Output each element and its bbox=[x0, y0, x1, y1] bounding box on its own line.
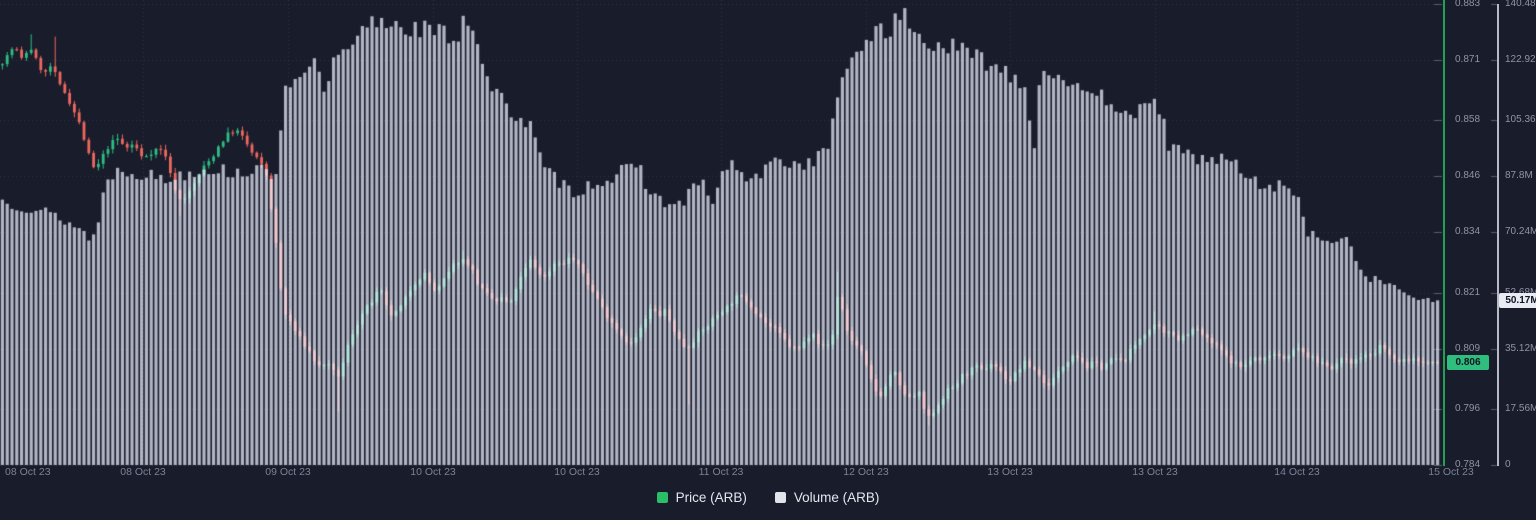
x-axis-label: 11 Oct 23 bbox=[698, 466, 744, 478]
volume-axis-label: 105.36M bbox=[1505, 114, 1536, 126]
x-axis-label: 15 Oct 23 bbox=[1428, 466, 1474, 478]
price-swatch-icon bbox=[656, 492, 668, 503]
volume-axis-label: 140.48M bbox=[1505, 0, 1536, 9]
price-axis-label: 0.871 bbox=[1455, 53, 1481, 65]
legend-volume-label: Volume (ARB) bbox=[793, 490, 880, 505]
price-axis-label: 0.784 bbox=[1455, 459, 1481, 470]
legend: Price (ARB) Volume (ARB) bbox=[0, 490, 1536, 505]
volume-axis-label: 87.8M bbox=[1505, 170, 1533, 182]
legend-item-volume[interactable]: Volume (ARB) bbox=[774, 490, 880, 505]
volume-axis-label: 52.68M bbox=[1505, 286, 1536, 300]
x-axis-label: 13 Oct 23 bbox=[1132, 466, 1178, 478]
price-axis-label: 0.883 bbox=[1455, 0, 1481, 9]
current-price-badge: 0.806 bbox=[1447, 355, 1489, 371]
current-volume-badge: 50.17M bbox=[1499, 292, 1536, 308]
volume-swatch-icon bbox=[774, 492, 786, 503]
x-axis-label: 14 Oct 23 bbox=[1274, 466, 1320, 478]
legend-price-label: Price (ARB) bbox=[675, 490, 747, 505]
price-axis-line bbox=[1443, 0, 1445, 466]
price-axis-label: 0.796 bbox=[1455, 403, 1481, 415]
price-axis-label: 0.821 bbox=[1455, 286, 1481, 298]
price-axis-label: 0.809 bbox=[1455, 342, 1481, 354]
x-axis-label: 08 Oct 23 bbox=[5, 466, 51, 478]
volume-axis-line bbox=[1497, 4, 1499, 466]
price-axis-label: 0.846 bbox=[1455, 170, 1481, 182]
x-axis-label: 08 Oct 23 bbox=[120, 466, 166, 478]
x-axis-label: 10 Oct 23 bbox=[410, 466, 456, 478]
legend-item-price[interactable]: Price (ARB) bbox=[656, 490, 747, 505]
volume-axis-label: 0 bbox=[1505, 459, 1511, 470]
price-axis-label: 0.834 bbox=[1455, 226, 1481, 238]
x-axis-label: 12 Oct 23 bbox=[843, 466, 889, 478]
volume-axis-label: 17.56M bbox=[1505, 403, 1536, 415]
x-axis-label: 13 Oct 23 bbox=[987, 466, 1033, 478]
volume-axis-label: 122.92M bbox=[1505, 53, 1536, 65]
volume-axis-label: 70.24M bbox=[1505, 226, 1536, 238]
x-axis-label: 09 Oct 23 bbox=[265, 466, 311, 478]
price-axis-label: 0.858 bbox=[1455, 114, 1481, 126]
x-axis-label: 10 Oct 23 bbox=[554, 466, 600, 478]
volume-axis-label: 35.12M bbox=[1505, 342, 1536, 354]
